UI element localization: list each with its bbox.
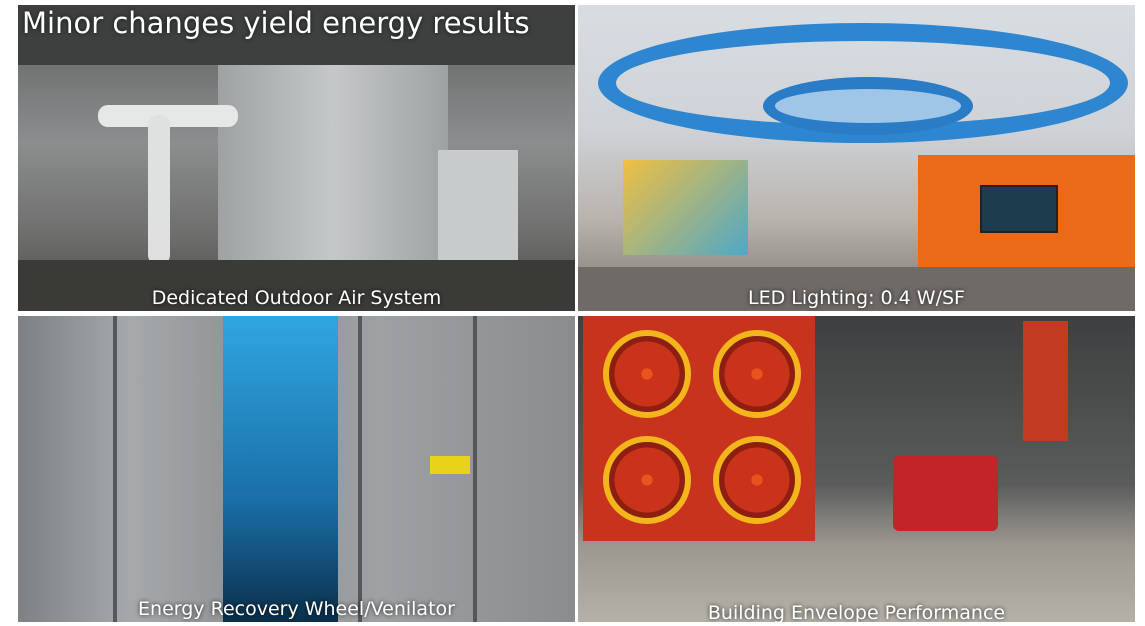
seam [358,316,362,622]
photo-envelope: Building Envelope Performance [578,316,1135,622]
seam [113,316,117,622]
red-case [893,456,998,531]
light-ring [763,77,973,135]
fan [603,436,691,524]
recovery-wheel [223,316,338,622]
fan [713,436,801,524]
caption: Energy Recovery Wheel/Venilator [18,598,575,620]
cabinet [438,150,518,260]
pipe [148,115,170,265]
caption: LED Lighting: 0.4 W/SF [578,287,1135,309]
door-panel [1023,321,1068,441]
caption: Building Envelope Performance [578,602,1135,622]
seam [473,316,477,622]
mural [623,160,748,255]
photo-doas: Dedicated Outdoor Air System [18,5,575,311]
photo-erv: Energy Recovery Wheel/Venilator [18,316,575,622]
air-handler [218,65,448,265]
slide: Dedicated Outdoor Air System LED Lightin… [0,0,1145,626]
fan [603,330,691,418]
fan [713,330,801,418]
slide-title: Minor changes yield energy results [22,6,530,40]
photo-led: LED Lighting: 0.4 W/SF [578,5,1135,311]
tv [980,185,1058,233]
warning-label [430,456,470,474]
caption: Dedicated Outdoor Air System [18,287,575,309]
